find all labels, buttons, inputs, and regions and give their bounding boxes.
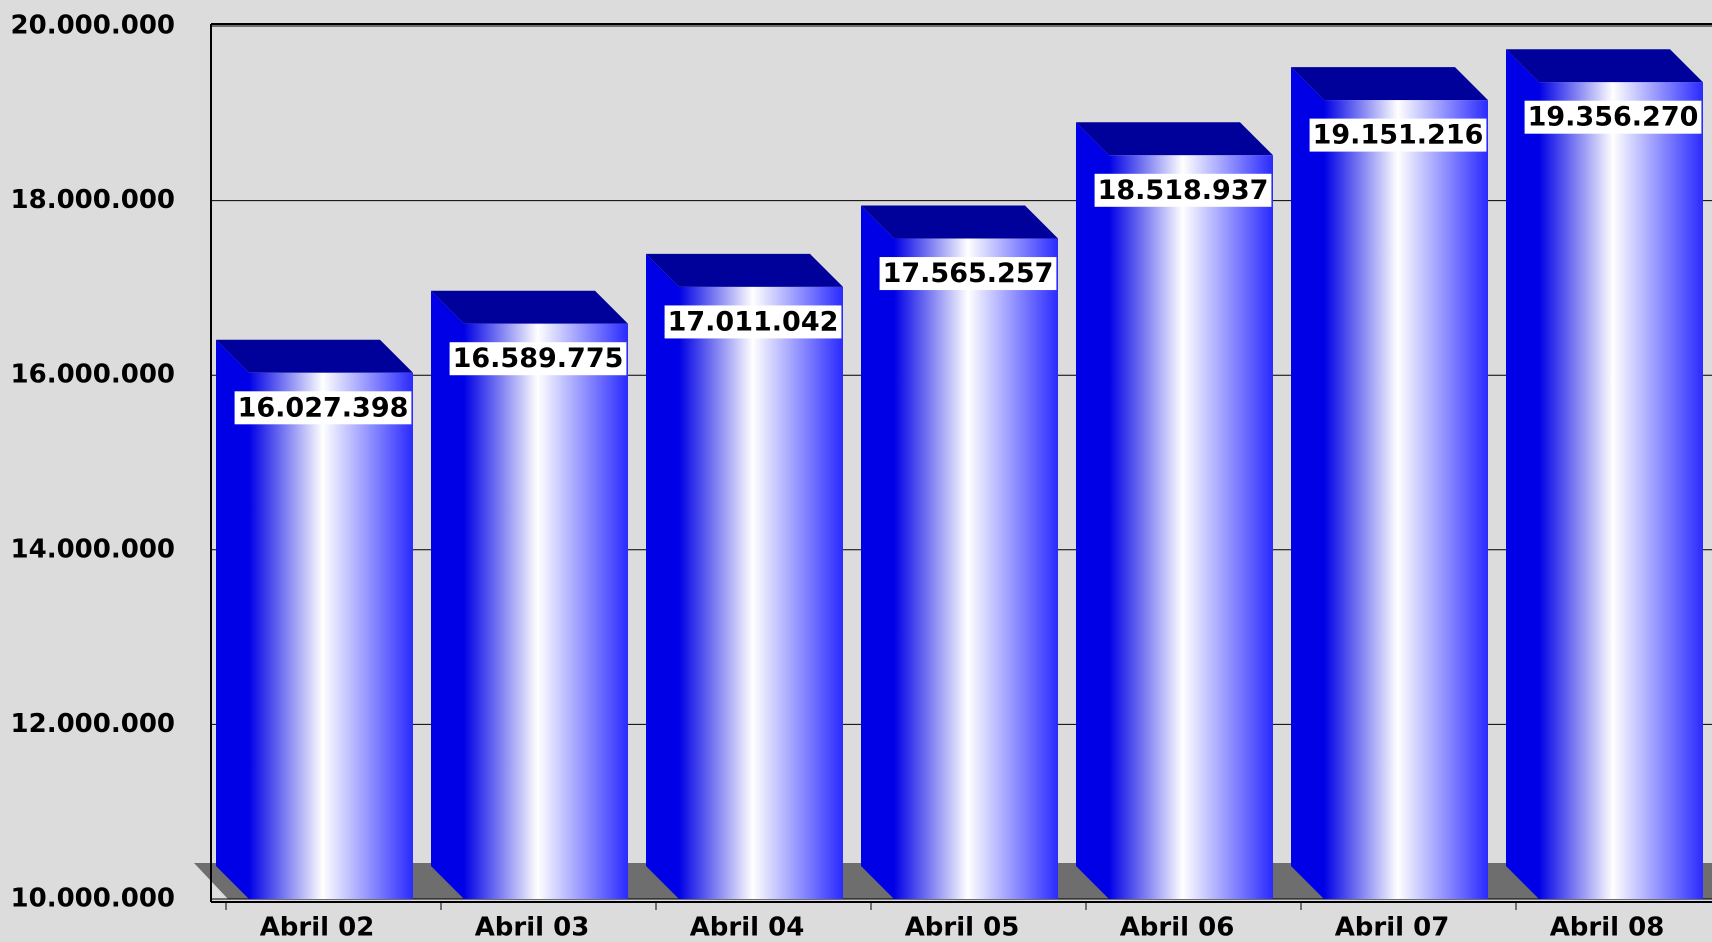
x-tick-label: Abril 04	[690, 913, 805, 942]
value-label-bg	[449, 342, 627, 376]
bar	[1506, 49, 1703, 899]
x-tick-label: Abril 06	[1120, 913, 1235, 942]
bar-side	[431, 290, 464, 899]
value-label-bg	[234, 391, 412, 425]
bar-top	[1291, 67, 1488, 101]
value-label: 17.011.042	[668, 306, 839, 337]
bar-side	[1076, 122, 1109, 899]
bar-front	[1324, 100, 1488, 899]
y-tick-label: 20.000.000	[11, 11, 175, 41]
bar-front	[249, 372, 413, 899]
x-tick-label: Abril 02	[260, 913, 375, 942]
value-label: 17.565.257	[883, 258, 1054, 289]
value-label: 19.151.216	[1313, 120, 1484, 151]
bar	[1291, 67, 1488, 899]
bar-side	[646, 253, 679, 899]
value-label: 18.518.937	[1098, 175, 1269, 206]
y-tick-label: 14.000.000	[11, 534, 175, 564]
bar-top	[861, 205, 1058, 239]
bar-front	[1109, 155, 1273, 899]
bar-side	[216, 339, 249, 899]
bar	[216, 339, 413, 899]
bar-top	[646, 253, 843, 287]
bar-top	[1506, 49, 1703, 83]
x-tick-label: Abril 05	[905, 913, 1020, 942]
bar	[861, 205, 1058, 899]
bar-top	[431, 290, 628, 324]
x-tick-label: Abril 08	[1550, 913, 1665, 942]
bar-front	[679, 286, 843, 899]
bar-front	[464, 323, 628, 899]
y-tick-label: 10.000.000	[11, 884, 175, 914]
x-tick-label: Abril 03	[475, 913, 590, 942]
value-label: 16.027.398	[238, 392, 409, 423]
value-label: 19.356.270	[1528, 102, 1699, 133]
bar	[646, 253, 843, 899]
bar-side	[861, 205, 894, 899]
bar-front	[894, 238, 1058, 899]
x-tick-label: Abril 07	[1335, 913, 1450, 942]
value-label-bg	[1094, 173, 1272, 207]
value-label-bg	[1524, 100, 1702, 134]
bar-top	[216, 339, 413, 373]
value-label-bg	[664, 305, 842, 339]
value-label-bg	[879, 257, 1057, 291]
bar-front	[1539, 82, 1703, 899]
y-tick-label: 16.000.000	[11, 360, 175, 390]
bar-side	[1506, 49, 1539, 899]
bar	[1076, 122, 1273, 899]
bar-side	[1291, 67, 1324, 899]
bar-top	[1076, 122, 1273, 156]
bar	[431, 290, 628, 899]
value-label-bg	[1309, 118, 1487, 152]
y-tick-label: 18.000.000	[11, 185, 175, 215]
value-label: 16.589.775	[453, 343, 624, 374]
y-tick-label: 12.000.000	[11, 709, 175, 739]
